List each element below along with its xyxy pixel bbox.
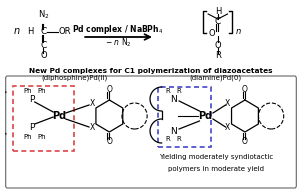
Text: O: O [242, 85, 248, 94]
Text: Ph: Ph [37, 134, 46, 140]
Text: Ph: Ph [24, 134, 32, 140]
Text: P: P [29, 122, 34, 132]
Text: C: C [40, 28, 47, 36]
Text: (diphosphine)Pd(II): (diphosphine)Pd(II) [41, 75, 108, 81]
Text: C: C [215, 18, 221, 26]
Text: X: X [89, 99, 95, 108]
Text: $-$ $n$ N$_2$: $-$ $n$ N$_2$ [105, 37, 131, 49]
Text: R: R [165, 136, 170, 142]
Text: H: H [215, 6, 221, 15]
Text: C: C [40, 40, 47, 50]
Text: (diamine)Pd(0): (diamine)Pd(0) [190, 75, 242, 81]
Text: R: R [165, 88, 170, 94]
Text: OR: OR [59, 28, 71, 36]
Text: Pd complex / NaBPh$_4$: Pd complex / NaBPh$_4$ [72, 22, 164, 36]
Text: polymers in moderate yield: polymers in moderate yield [168, 166, 264, 172]
Text: Yielding moderately syndiotactic: Yielding moderately syndiotactic [159, 154, 273, 160]
Text: R: R [215, 51, 221, 60]
Text: O: O [209, 29, 215, 39]
Text: P: P [29, 94, 34, 104]
Text: X: X [225, 99, 230, 108]
Text: N: N [170, 126, 177, 136]
Text: X: X [89, 123, 95, 132]
Text: Pd: Pd [52, 111, 66, 121]
Text: O: O [40, 51, 47, 60]
Text: R: R [177, 88, 182, 94]
Text: $n$: $n$ [235, 28, 242, 36]
Text: New Pd complexes for C1 polymerization of diazoacetates: New Pd complexes for C1 polymerization o… [29, 68, 273, 74]
Text: Ph: Ph [24, 88, 32, 94]
Text: N: N [170, 94, 177, 104]
Text: X: X [225, 123, 230, 132]
Text: O: O [106, 138, 112, 146]
Text: O: O [242, 138, 248, 146]
Text: Pd: Pd [198, 111, 212, 121]
Text: O: O [214, 40, 221, 50]
Text: H: H [27, 28, 34, 36]
Text: O: O [106, 85, 112, 94]
Text: N$_2$: N$_2$ [38, 9, 49, 21]
Text: R: R [177, 136, 182, 142]
FancyBboxPatch shape [6, 76, 296, 188]
Text: Ph: Ph [37, 88, 46, 94]
Text: $n$: $n$ [13, 26, 20, 36]
